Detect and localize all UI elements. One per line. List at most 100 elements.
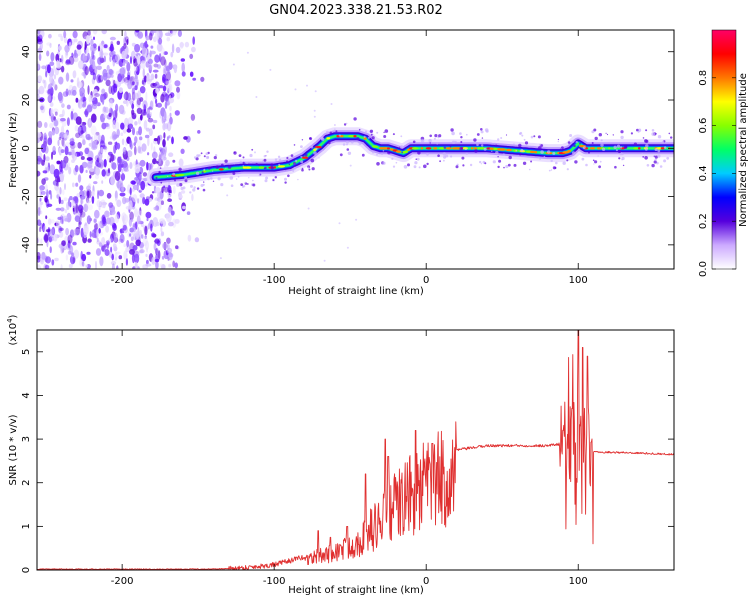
ridge-fringe xyxy=(569,134,573,137)
noise-speckle xyxy=(85,169,88,173)
noise-speckle xyxy=(58,196,61,205)
ridge-fringe xyxy=(325,130,329,134)
snr-background xyxy=(37,330,674,570)
ridge-fringe xyxy=(321,137,325,141)
noise-speckle xyxy=(74,165,79,173)
noise-speckle xyxy=(156,197,163,203)
noise-speckle xyxy=(226,194,229,197)
noise-speckle xyxy=(114,190,118,200)
ridge-fringe xyxy=(400,145,403,148)
noise-speckle xyxy=(37,120,43,128)
spectral-hotspot xyxy=(445,147,452,150)
noise-speckle xyxy=(338,222,341,225)
noise-speckle xyxy=(68,41,72,49)
noise-speckle xyxy=(80,156,85,160)
ridge-fringe xyxy=(301,168,304,172)
ridge-fringe xyxy=(214,154,218,157)
noise-speckle xyxy=(101,88,106,95)
noise-speckle xyxy=(163,132,166,139)
ridge-fringe xyxy=(263,155,266,158)
ridge-fringe xyxy=(654,158,657,161)
noise-speckle xyxy=(89,231,92,238)
noise-speckle xyxy=(61,159,67,169)
noise-speckle xyxy=(127,80,133,90)
noise-speckle xyxy=(65,254,69,261)
noise-speckle xyxy=(65,72,70,82)
ridge-fringe xyxy=(195,171,200,176)
noise-speckle xyxy=(92,99,98,105)
noise-speckle xyxy=(129,193,133,203)
noise-speckle xyxy=(129,233,132,237)
noise-speckle xyxy=(160,200,164,205)
noise-speckle xyxy=(166,212,172,223)
ridge-fringe xyxy=(559,148,562,150)
noise-speckle xyxy=(119,228,123,234)
noise-speckle xyxy=(103,106,106,113)
ridge-fringe xyxy=(176,183,180,187)
noise-speckle xyxy=(154,258,160,263)
noise-speckle xyxy=(49,164,56,175)
noise-speckle xyxy=(62,144,67,148)
noise-speckle xyxy=(186,211,191,216)
noise-speckle xyxy=(168,263,172,268)
noise-speckle xyxy=(109,43,114,52)
noise-speckle xyxy=(61,137,65,147)
noise-speckle xyxy=(37,206,41,217)
noise-speckle xyxy=(180,148,185,154)
ridge-fringe xyxy=(180,186,184,191)
noise-speckle xyxy=(155,248,158,255)
noise-speckle xyxy=(69,245,74,255)
ridge-fringe xyxy=(598,133,602,137)
noise-speckle xyxy=(131,103,135,110)
ridge-fringe xyxy=(587,151,591,154)
noise-speckle xyxy=(148,106,152,110)
noise-speckle xyxy=(127,117,134,126)
noise-speckle xyxy=(64,44,70,53)
ridge-fringe xyxy=(401,151,404,154)
noise-speckle xyxy=(63,30,67,39)
ridge-fringe xyxy=(266,150,269,153)
noise-speckle xyxy=(129,138,132,148)
ridge-fringe xyxy=(286,156,289,160)
noise-speckle xyxy=(105,240,110,246)
noise-speckle xyxy=(112,110,118,120)
spectral-hotspot xyxy=(493,147,498,151)
noise-speckle xyxy=(72,89,77,96)
ridge-fringe xyxy=(151,191,155,194)
noise-speckle xyxy=(73,142,79,148)
noise-speckle xyxy=(51,259,55,266)
ridge-fringe xyxy=(252,179,254,182)
noise-speckle xyxy=(87,204,93,211)
spectral-hotspot xyxy=(326,137,331,140)
noise-speckle xyxy=(37,236,40,244)
noise-speckle xyxy=(64,131,70,139)
y-tick-label: 1 xyxy=(21,523,32,529)
noise-speckle xyxy=(92,30,98,35)
noise-speckle xyxy=(154,54,160,63)
noise-speckle xyxy=(141,143,147,152)
noise-speckle xyxy=(141,46,146,55)
noise-speckle xyxy=(45,256,51,264)
noise-speckle xyxy=(115,53,120,62)
noise-speckle xyxy=(42,133,47,138)
noise-speckle xyxy=(146,247,149,253)
ridge-fringe xyxy=(592,159,595,162)
spectral-hotspot xyxy=(438,147,446,150)
ridge-fringe xyxy=(339,153,343,157)
noise-speckle xyxy=(39,210,43,215)
noise-speckle xyxy=(90,38,94,47)
colorbar-label: Normalized spectral amplitude xyxy=(738,73,749,227)
noise-speckle xyxy=(172,260,176,268)
noise-speckle xyxy=(153,146,156,155)
noise-speckle xyxy=(191,193,194,201)
noise-speckle xyxy=(169,112,172,118)
noise-speckle xyxy=(161,116,164,124)
noise-speckle xyxy=(197,130,201,134)
ridge-fringe xyxy=(351,141,354,144)
noise-speckle xyxy=(60,149,65,154)
ridge-fringe xyxy=(227,165,232,169)
noise-speckle xyxy=(157,192,163,199)
ridge-fringe xyxy=(585,163,588,167)
noise-speckle xyxy=(68,166,72,175)
ridge-fringe xyxy=(207,166,211,170)
